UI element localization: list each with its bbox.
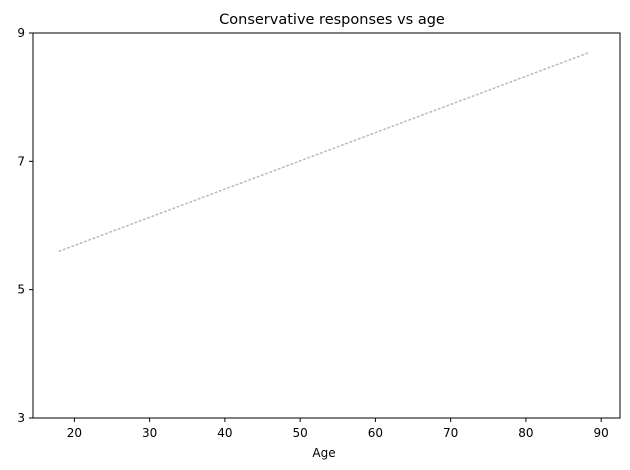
x-tick-label: 60 — [368, 426, 383, 440]
plot-frame — [32, 32, 621, 419]
series-line — [58, 51, 591, 252]
chart-title: Conservative responses vs age — [219, 12, 445, 28]
y-axis-ticks: 3 5 7 9 — [17, 26, 33, 425]
y-tick-label: 9 — [17, 26, 25, 40]
y-tick-label: 7 — [17, 154, 25, 168]
y-tick-label: 5 — [17, 283, 25, 297]
x-tick-label: 30 — [142, 426, 157, 440]
x-tick-label: 50 — [293, 426, 308, 440]
x-tick-label: 40 — [217, 426, 232, 440]
x-axis-label: Age — [312, 446, 335, 460]
x-tick-label: 70 — [443, 426, 458, 440]
x-axis-ticks: 20 30 40 50 60 70 80 90 — [67, 418, 609, 440]
x-tick-label: 80 — [518, 426, 533, 440]
x-tick-label: 20 — [67, 426, 82, 440]
plot-area — [58, 51, 591, 252]
y-tick-label: 3 — [17, 411, 25, 425]
x-tick-label: 90 — [594, 426, 609, 440]
